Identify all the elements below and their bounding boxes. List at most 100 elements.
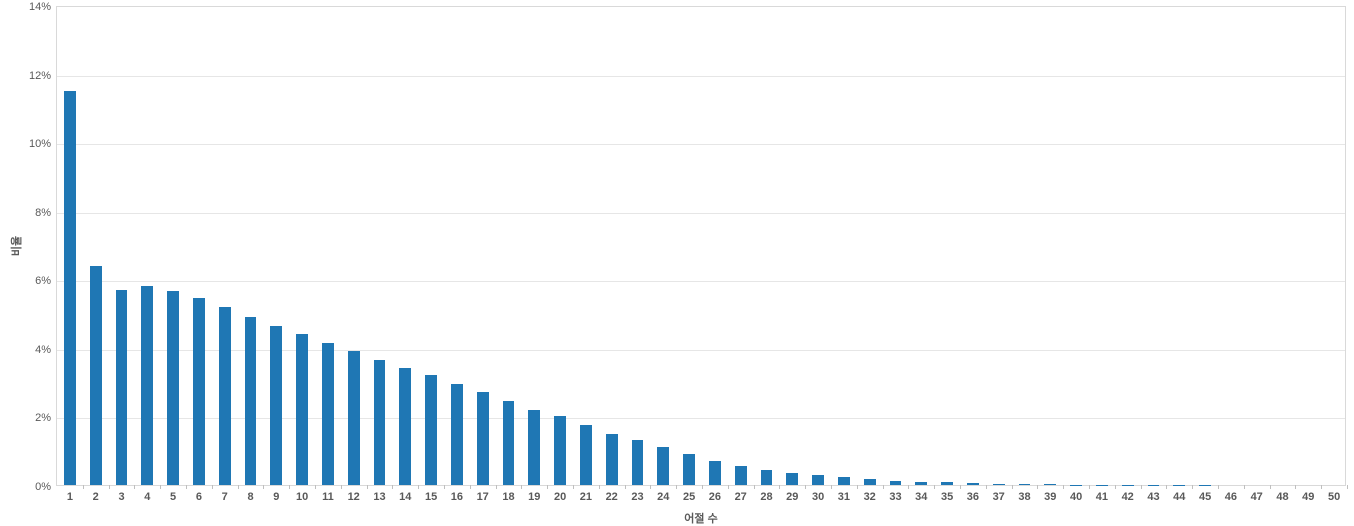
bar (425, 375, 437, 485)
bar (90, 266, 102, 485)
bar (709, 461, 721, 485)
bar (193, 298, 205, 485)
bar (399, 368, 411, 485)
bar (167, 291, 179, 485)
y-tick-label: 6% (35, 275, 57, 287)
x-tick-mark (676, 485, 677, 489)
x-tick-mark (212, 485, 213, 489)
x-tick-mark (857, 485, 858, 489)
bar (683, 454, 695, 485)
x-tick-mark (83, 485, 84, 489)
bar (786, 473, 798, 485)
bar (374, 360, 386, 485)
x-tick-mark (599, 485, 600, 489)
x-tick-label: 44 (1173, 485, 1185, 503)
x-tick-label: 27 (735, 485, 747, 503)
bar (528, 410, 540, 485)
y-tick-label: 14% (29, 1, 57, 13)
x-tick-mark (1037, 485, 1038, 489)
bar (606, 434, 618, 485)
x-tick-label: 9 (273, 485, 279, 503)
x-tick-mark (1270, 485, 1271, 489)
bar (735, 466, 747, 485)
x-tick-label: 22 (606, 485, 618, 503)
y-tick-label: 0% (35, 481, 57, 493)
x-axis-title: 어절 수 (684, 510, 717, 526)
x-tick-label: 16 (451, 485, 463, 503)
x-tick-mark (573, 485, 574, 489)
x-tick-label: 4 (144, 485, 150, 503)
x-tick-mark (908, 485, 909, 489)
x-tick-mark (650, 485, 651, 489)
y-axis-title: 비율 (8, 236, 24, 256)
x-tick-label: 40 (1070, 485, 1082, 503)
bar (554, 416, 566, 485)
x-tick-mark (1347, 485, 1348, 489)
x-tick-mark (934, 485, 935, 489)
x-tick-mark (1141, 485, 1142, 489)
x-tick-label: 23 (631, 485, 643, 503)
x-tick-mark (315, 485, 316, 489)
x-tick-mark (547, 485, 548, 489)
x-tick-label: 39 (1044, 485, 1056, 503)
bar (296, 334, 308, 485)
x-tick-mark (702, 485, 703, 489)
x-tick-mark (960, 485, 961, 489)
bar (270, 326, 282, 485)
x-tick-mark (238, 485, 239, 489)
bar (477, 392, 489, 485)
x-tick-mark (728, 485, 729, 489)
x-tick-label: 34 (915, 485, 927, 503)
gridline (57, 76, 1345, 77)
x-tick-label: 29 (786, 485, 798, 503)
x-tick-mark (1012, 485, 1013, 489)
x-tick-mark (263, 485, 264, 489)
bar (64, 91, 76, 485)
x-tick-label: 33 (889, 485, 901, 503)
x-tick-mark (418, 485, 419, 489)
x-tick-label: 46 (1225, 485, 1237, 503)
x-tick-mark (1063, 485, 1064, 489)
x-tick-mark (392, 485, 393, 489)
x-tick-label: 45 (1199, 485, 1211, 503)
x-tick-mark (1295, 485, 1296, 489)
x-tick-label: 47 (1251, 485, 1263, 503)
x-tick-label: 37 (993, 485, 1005, 503)
x-tick-mark (1192, 485, 1193, 489)
bar (838, 477, 850, 485)
bar (322, 343, 334, 485)
bar (141, 286, 153, 485)
gridline (57, 213, 1345, 214)
x-tick-label: 50 (1328, 485, 1340, 503)
y-tick-label: 2% (35, 412, 57, 424)
bar (812, 475, 824, 485)
x-tick-mark (444, 485, 445, 489)
bar (348, 351, 360, 485)
x-tick-mark (109, 485, 110, 489)
x-tick-label: 13 (373, 485, 385, 503)
x-tick-mark (134, 485, 135, 489)
x-tick-label: 3 (118, 485, 124, 503)
x-tick-label: 5 (170, 485, 176, 503)
x-tick-mark (831, 485, 832, 489)
x-tick-mark (470, 485, 471, 489)
gridline (57, 281, 1345, 282)
bar (580, 425, 592, 485)
x-tick-label: 18 (502, 485, 514, 503)
x-tick-label: 26 (709, 485, 721, 503)
x-tick-label: 38 (1018, 485, 1030, 503)
x-tick-label: 15 (425, 485, 437, 503)
x-tick-label: 42 (1122, 485, 1134, 503)
x-tick-label: 25 (683, 485, 695, 503)
x-tick-label: 21 (580, 485, 592, 503)
x-tick-mark (496, 485, 497, 489)
x-tick-label: 31 (838, 485, 850, 503)
x-tick-label: 8 (247, 485, 253, 503)
x-tick-mark (367, 485, 368, 489)
x-tick-label: 10 (296, 485, 308, 503)
x-tick-mark (779, 485, 780, 489)
x-tick-label: 41 (1096, 485, 1108, 503)
y-tick-label: 12% (29, 70, 57, 82)
gridline (57, 144, 1345, 145)
x-tick-label: 28 (760, 485, 772, 503)
